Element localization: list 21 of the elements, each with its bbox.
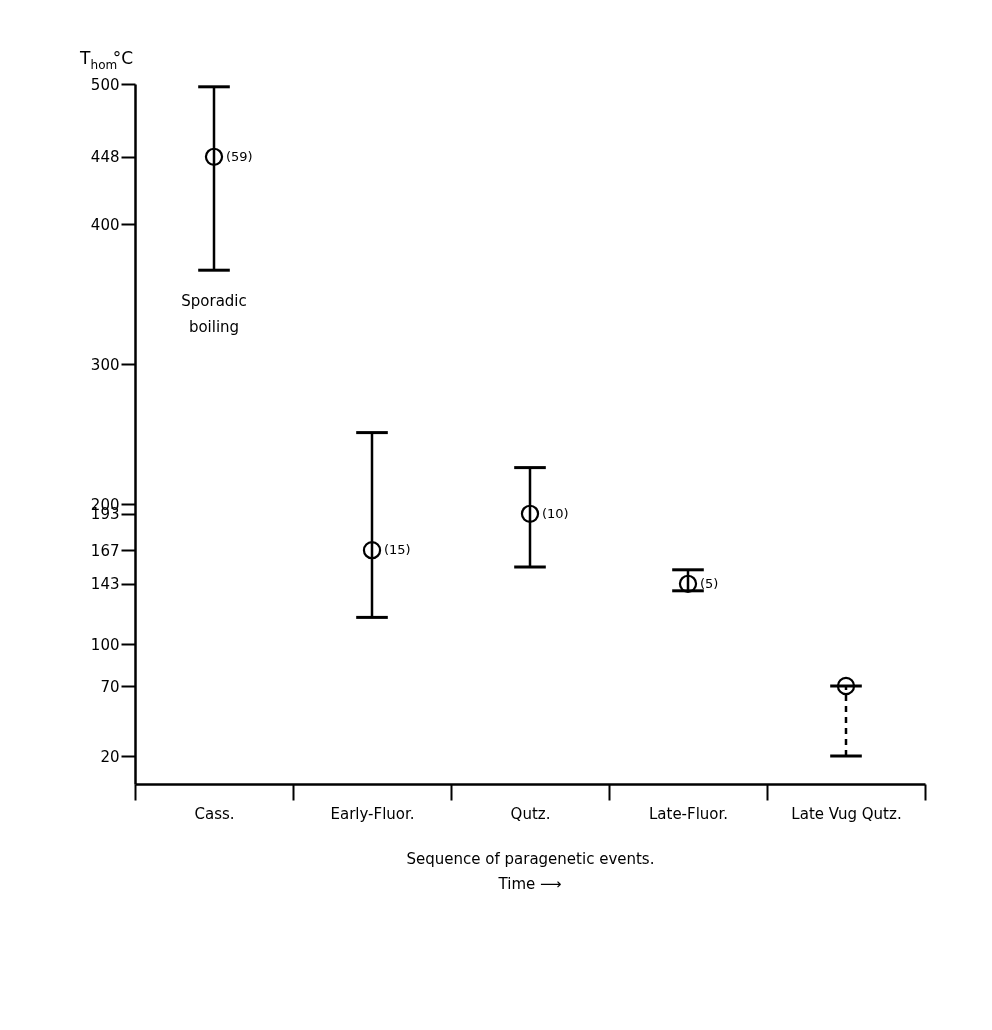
x-tick-label: Late Vug Qutz. (791, 804, 902, 823)
annotation: (10) (542, 505, 569, 521)
annotation: (59) (226, 148, 253, 164)
annotation: Sporadic boiling (181, 292, 247, 336)
x-tick-label: Late-Fluor. (648, 804, 729, 823)
text: Time ⟶ (497, 875, 562, 893)
y-tick-label: 500 (90, 75, 120, 94)
y-tick-label: 20 (100, 747, 120, 766)
y-tick-label: 400 (90, 215, 120, 234)
x-tick-label: Cass. (194, 804, 235, 823)
y-tick-label: 167 (90, 541, 120, 560)
x-tick-label: Qutz. (510, 804, 551, 823)
y-tick-label: 100 (90, 635, 120, 654)
annotation: (5) (700, 575, 719, 591)
x-tick-label: Early-Fluor. (330, 804, 415, 823)
y-tick-label: 300 (90, 355, 120, 374)
y-tick-label: 70 (100, 677, 120, 696)
annotation: (15) (384, 542, 411, 558)
y-tick-label: 448 (90, 148, 120, 167)
y-tick-label: 143 (90, 575, 120, 594)
x-axis-title: Sequence of paragenetic events. (406, 849, 655, 868)
